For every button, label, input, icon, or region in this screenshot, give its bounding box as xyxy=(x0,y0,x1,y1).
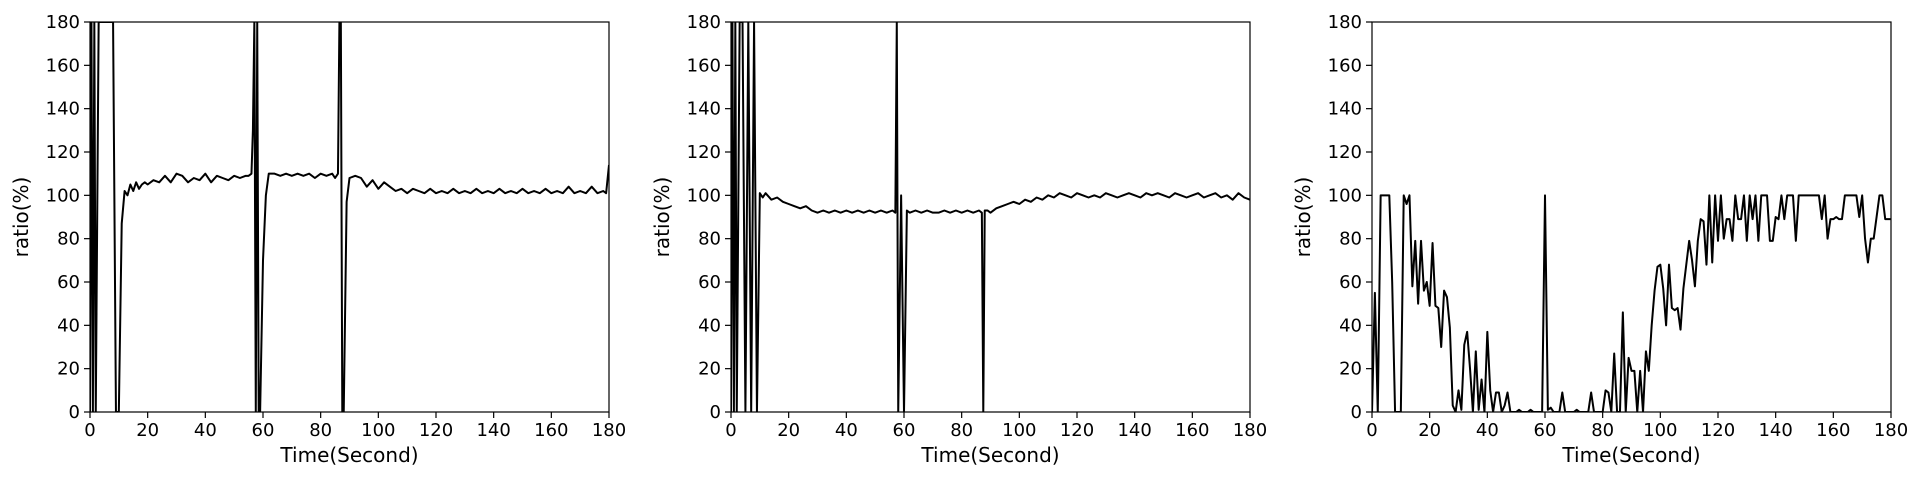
x-tick-label: 140 xyxy=(1758,420,1792,441)
x-tick-label: 0 xyxy=(725,420,736,441)
plot-frame xyxy=(1371,21,1892,413)
x-axis-label: Time(Second) xyxy=(920,443,1059,467)
y-tick-label: 160 xyxy=(687,55,721,76)
plot-frame xyxy=(89,21,610,413)
y-tick-label: 0 xyxy=(1351,402,1362,423)
y-tick-label: 0 xyxy=(710,402,721,423)
y-axis-label: ratio(%) xyxy=(1291,177,1315,258)
y-tick-label: 120 xyxy=(46,142,80,163)
x-tick-label: 80 xyxy=(1591,420,1614,441)
x-tick-label: 60 xyxy=(893,420,916,441)
y-tick-label: 100 xyxy=(46,185,80,206)
y-tick-label: 80 xyxy=(698,229,721,250)
x-axis-label: Time(Second) xyxy=(1561,443,1700,467)
x-tick-label: 20 xyxy=(777,420,800,441)
x-tick-label: 40 xyxy=(1476,420,1499,441)
y-tick-label: 180 xyxy=(1328,12,1362,33)
chart-panel-1: ratio(%) Time(Second) 0 20 40 60 80 100 120 140… xyxy=(9,12,626,467)
y-tick-label: 120 xyxy=(687,142,721,163)
y-tick-label: 160 xyxy=(1328,55,1362,76)
x-tick-label: 60 xyxy=(252,420,275,441)
x-tick-label: 0 xyxy=(1366,420,1377,441)
y-tick-label: 20 xyxy=(57,359,80,380)
x-tick-label: 100 xyxy=(1002,420,1036,441)
y-axis-label: ratio(%) xyxy=(9,177,33,258)
y-tick-label: 100 xyxy=(1328,185,1362,206)
y-tick-label: 20 xyxy=(698,359,721,380)
x-tick-label: 180 xyxy=(1874,420,1908,441)
x-tick-label: 120 xyxy=(419,420,453,441)
y-tick-label: 140 xyxy=(687,99,721,120)
x-tick-label: 160 xyxy=(534,420,568,441)
chart-panel-2: ratio(%) Time(Second) 0 20 40 60 80 100 120 140… xyxy=(650,12,1267,467)
x-tick-label: 40 xyxy=(194,420,217,441)
x-tick-label: 20 xyxy=(136,420,159,441)
x-tick-label: 80 xyxy=(309,420,332,441)
series-line-1 xyxy=(1372,194,1891,412)
x-tick-label: 140 xyxy=(476,420,510,441)
y-tick-label: 40 xyxy=(57,315,80,336)
y-tick-label: 100 xyxy=(687,185,721,206)
x-tick-label: 60 xyxy=(1534,420,1557,441)
y-tick-label: 20 xyxy=(1339,359,1362,380)
x-tick-label: 100 xyxy=(1643,420,1677,441)
x-tick-label: 160 xyxy=(1175,420,1209,441)
chart-panel-3: ratio(%) Time(Second) 0 20 40 60 80 100 120 140… xyxy=(1291,12,1908,467)
x-tick-label: 120 xyxy=(1701,420,1735,441)
y-tick-label: 40 xyxy=(698,315,721,336)
y-tick-label: 120 xyxy=(1328,142,1362,163)
y-tick-label: 60 xyxy=(698,272,721,293)
y-tick-label: 160 xyxy=(46,55,80,76)
y-tick-label: 0 xyxy=(69,402,80,423)
x-tick-label: 20 xyxy=(1418,420,1441,441)
x-tick-label: 40 xyxy=(835,420,858,441)
y-tick-label: 40 xyxy=(1339,315,1362,336)
x-axis-label: Time(Second) xyxy=(279,443,418,467)
series-line-1 xyxy=(731,22,1250,412)
y-tick-label: 80 xyxy=(57,229,80,250)
x-tick-label: 100 xyxy=(361,420,395,441)
y-tick-label: 60 xyxy=(57,272,80,293)
y-tick-label: 140 xyxy=(46,99,80,120)
x-tick-label: 120 xyxy=(1060,420,1094,441)
x-tick-label: 80 xyxy=(950,420,973,441)
x-tick-label: 140 xyxy=(1117,420,1151,441)
x-tick-label: 180 xyxy=(1233,420,1267,441)
y-tick-label: 140 xyxy=(1328,99,1362,120)
x-tick-label: 160 xyxy=(1816,420,1850,441)
y-tick-label: 80 xyxy=(1339,229,1362,250)
y-tick-label: 180 xyxy=(687,12,721,33)
y-tick-label: 180 xyxy=(46,12,80,33)
plot-frame xyxy=(730,21,1251,413)
y-tick-label: 60 xyxy=(1339,272,1362,293)
x-tick-label: 180 xyxy=(592,420,626,441)
x-tick-label: 0 xyxy=(84,420,95,441)
series-line-1 xyxy=(90,22,609,412)
y-axis-label: ratio(%) xyxy=(650,177,674,258)
